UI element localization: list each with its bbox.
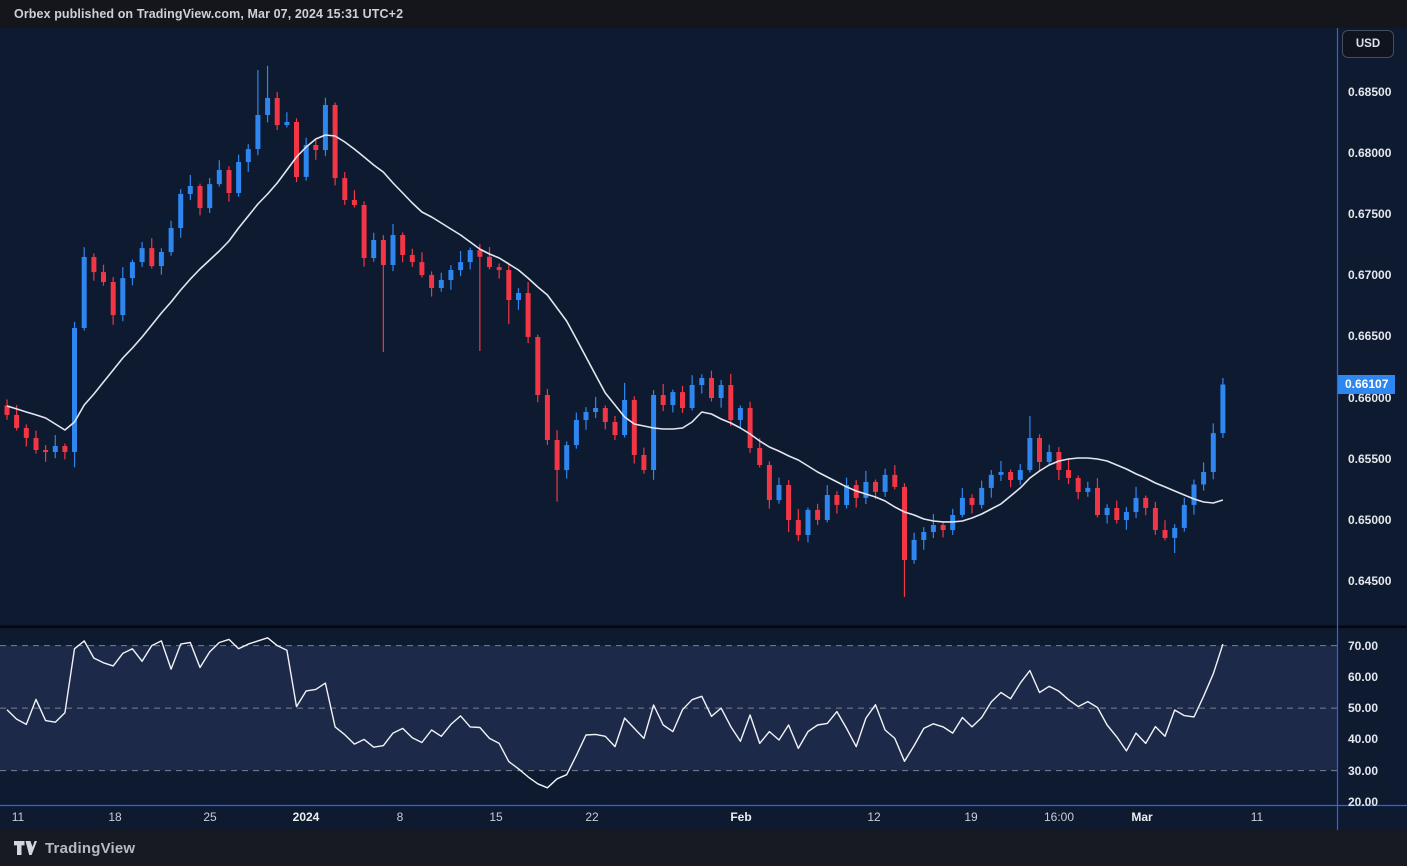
footer-bar: TradingView [0,830,1407,866]
rsi-axis-label: 70.00 [1348,638,1379,653]
time-axis-label: 8 [396,810,404,824]
time-axis-label: 12 [867,810,881,824]
time-axis-label: 18 [108,810,122,824]
rsi-axis-label: 50.00 [1348,701,1379,716]
time-axis-label: 15 [489,810,503,824]
time-axis-label: Feb [730,810,752,824]
price-axis-label: 0.68500 [1348,84,1392,99]
moving-average-line [6,134,1224,523]
time-axis-label: 22 [585,810,599,824]
current-price-tag: 0.66107 [1338,374,1395,394]
time-axis-label: 25 [203,810,217,824]
price-axis-label: 0.65500 [1348,451,1392,466]
price-axis-label: 0.67000 [1348,268,1392,283]
price-axis-label: 0.64500 [1348,574,1392,589]
price-axis-label: 0.65000 [1348,512,1392,527]
candlestick-series [4,65,1226,597]
publish-attribution-text: Orbex published on TradingView.com, Mar … [14,7,404,21]
currency-toggle-button[interactable]: USD [1342,30,1394,58]
tradingview-brand-text[interactable]: TradingView [45,839,136,857]
time-axis-label: Mar [1131,810,1153,824]
rsi-axis-label: 30.00 [1348,763,1379,778]
rsi-line [6,637,1224,789]
rsi-axis-label: 60.00 [1348,669,1379,684]
time-axis-label: 11 [1250,810,1264,824]
price-axis-label: 0.66000 [1348,390,1392,405]
tradingview-logo-icon[interactable] [14,840,37,856]
rsi-axis-label: 20.00 [1348,794,1379,809]
time-axis-label: 2024 [292,810,320,824]
time-axis-label: 16:00 [1043,810,1075,824]
price-axis-label: 0.67500 [1348,206,1392,221]
price-axis-label: 0.68000 [1348,145,1392,160]
rsi-axis-label: 40.00 [1348,732,1379,747]
header-bar: Orbex published on TradingView.com, Mar … [0,0,1407,28]
time-axis-label: 19 [964,810,978,824]
price-axis-label: 0.66500 [1348,329,1392,344]
time-axis-label: 11 [11,810,25,824]
